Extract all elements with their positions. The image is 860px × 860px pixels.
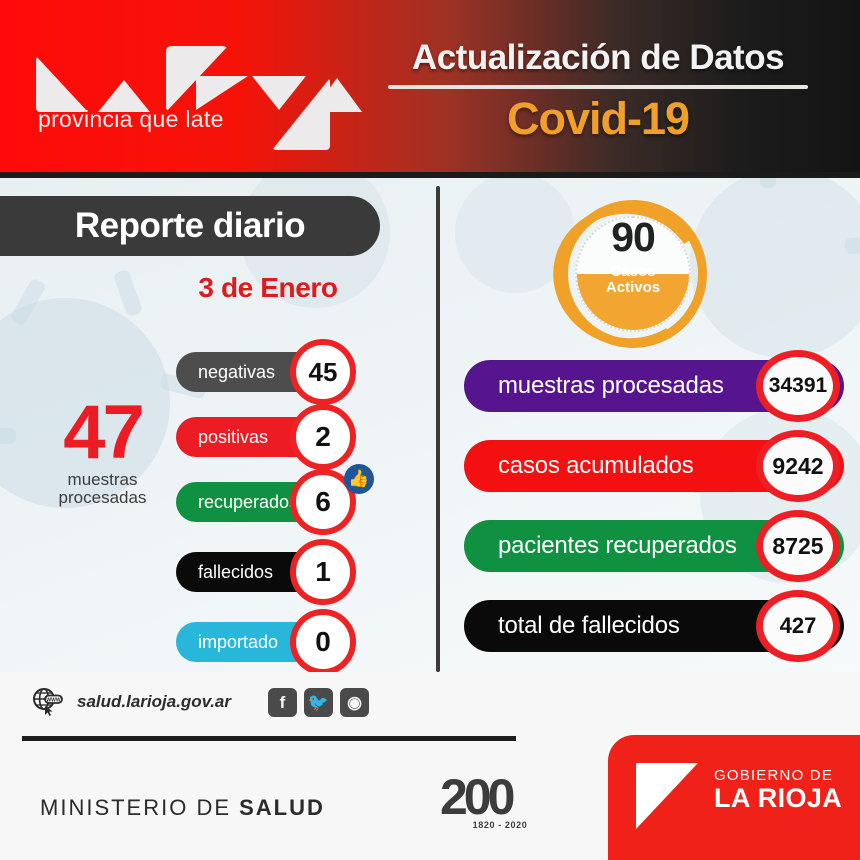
gobierno-la-rioja-logo: GOBIERNO DE LA RIOJA: [608, 735, 860, 860]
facebook-icon[interactable]: f: [268, 688, 297, 717]
page-subtitle: Covid-19: [506, 93, 690, 144]
instagram-icon[interactable]: ◉: [340, 688, 369, 717]
daily-stat-value: 2: [315, 421, 331, 452]
bicentennial-years: 1820 - 2020: [472, 820, 528, 830]
gauge-inner-circle: [575, 216, 691, 332]
gov-logo-text: GOBIERNO DE LA RIOJA: [714, 767, 842, 812]
daily-stat-badge-negativas: 45: [290, 339, 356, 405]
gauge-outer-ring: [559, 200, 707, 348]
cumulative-bar-value: 8725: [772, 532, 824, 559]
virus-shape: [690, 178, 860, 358]
daily-stat-label: recuperados: [198, 491, 299, 512]
ministry-bold: SALUD: [239, 795, 325, 820]
virus-shape: [455, 178, 575, 293]
gov-line1: GOBIERNO DE: [714, 767, 834, 784]
ministry-prefix: MINISTERIO DE: [40, 795, 240, 820]
cumulative-bar-label: casos acumulados: [498, 452, 694, 479]
gov-triangle-icon: [636, 763, 698, 829]
footer-divider: [22, 736, 516, 741]
daily-stat-label: fallecidos: [198, 561, 274, 582]
virus-spike: [0, 428, 16, 444]
header-bottom-edge: [0, 172, 860, 178]
svg-text:WWW: WWW: [46, 697, 60, 703]
logo-triangle: [252, 76, 306, 110]
title-divider: [388, 85, 808, 89]
samples-processed-value: 47: [63, 390, 145, 475]
cumulative-bar-value: 34391: [768, 374, 828, 397]
gov-line2: LA RIOJA: [714, 783, 843, 813]
daily-report-banner: Reporte diario: [0, 196, 380, 256]
website-url[interactable]: salud.larioja.gov.ar: [77, 692, 232, 711]
virus-shape: [0, 298, 170, 508]
header-title-group: Actualización de Datos Covid-19: [378, 38, 818, 145]
gauge-fill: [577, 274, 689, 330]
social-icons: f 🐦 ◉: [268, 688, 369, 717]
daily-stat-value: 0: [315, 626, 331, 657]
cumulative-bar-badge-3: 427: [756, 590, 840, 662]
logo-triangle: [36, 56, 88, 112]
samples-processed-label: muestras procesadas: [58, 469, 147, 507]
cumulative-bar-label: muestras procesadas: [498, 372, 724, 399]
globe-www-icon: WWW: [32, 686, 64, 718]
virus-spike: [112, 268, 144, 318]
twitter-icon[interactable]: 🐦: [304, 688, 333, 717]
logo-triangle: [196, 76, 248, 110]
virus-spike: [845, 238, 860, 254]
bicentennial-number: 200: [440, 769, 515, 825]
cumulative-bar-badge-0: 34391: [756, 350, 840, 422]
cumulative-bar-value: 427: [779, 613, 817, 638]
thumbs-up-icon: 👍: [344, 464, 374, 494]
daily-stat-badge-importado: 0: [290, 609, 356, 675]
logo-tagline: provincia que late: [38, 106, 224, 132]
provincia-logo: [36, 38, 362, 150]
daily-stat-label: positivas: [198, 426, 269, 447]
ministry-label: MINISTERIO DE SALUD: [40, 795, 325, 821]
virus-spike: [760, 178, 776, 188]
daily-stat-label: importado: [198, 631, 279, 652]
samples-processed-stat: 47 muestras procesadas: [30, 390, 175, 507]
daily-report-title: Reporte diario: [74, 206, 306, 245]
daily-stat-badge-fallecidos: 1: [290, 539, 356, 605]
daily-stat-value: 6: [315, 486, 331, 517]
daily-stat-label: negativas: [198, 361, 276, 382]
daily-stat-badge-positivas: 2: [290, 404, 356, 470]
active-cases-gauge: 90 Casos Activos: [540, 191, 716, 361]
cumulative-bar-badge-1: 9242: [756, 430, 840, 502]
daily-stat-value: 1: [315, 556, 331, 587]
website-link[interactable]: WWW salud.larioja.gov.ar: [32, 686, 231, 718]
cumulative-bar-label: total de fallecidos: [498, 612, 680, 639]
active-cases-label: Casos Activos: [605, 263, 661, 297]
active-cases-value: 90: [611, 214, 656, 260]
daily-stat-value: 45: [308, 356, 338, 387]
page-title: Actualización de Datos: [411, 38, 785, 77]
cumulative-bar-value: 9242: [772, 452, 824, 479]
report-date: 3 de Enero: [198, 272, 338, 303]
cumulative-bar-badge-2: 8725: [756, 510, 840, 582]
header-bar: provincia que late Actualización de Dato…: [0, 0, 860, 178]
cumulative-bar-label: pacientes recuperados: [498, 532, 737, 559]
panel-divider: [436, 186, 440, 672]
bicentennial-logo: 200 1820 - 2020: [440, 772, 560, 844]
